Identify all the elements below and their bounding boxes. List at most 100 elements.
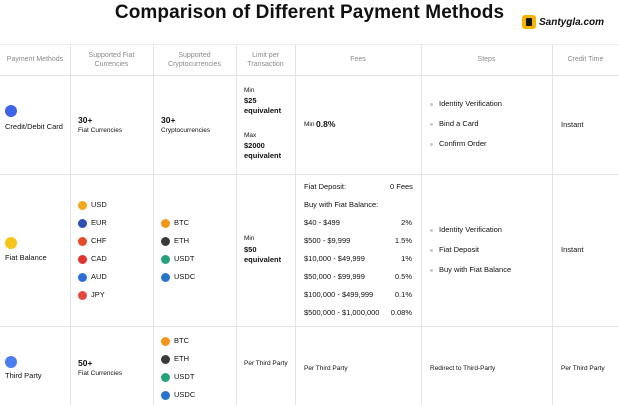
card-fiat-count: 30+ [78,115,93,125]
method-third-label: Third Party [5,371,42,380]
fiat-limit-min-value: $50 equivalent [244,245,282,264]
step-bullet [430,103,433,106]
usdc-icon [161,273,170,282]
column-divider [295,44,296,405]
fiat-currency: EUR [91,218,107,227]
fiat-credit-time: Instant [561,245,584,254]
fiat-step: Identity Verification [439,225,502,234]
btc-icon [161,219,170,228]
chf-icon [78,237,87,246]
fee-tier-range: $100,000 - $499,999 [304,290,374,299]
third-fiat-label: Fiat Currencies [78,370,123,377]
column-divider [552,44,553,405]
header-crypto: Supported Cryptocurrencies [153,44,236,76]
header-fiat: Supported Fiat Currencies [70,44,153,76]
step-bullet [430,143,433,146]
card-fee-value: 0.8% [316,119,336,129]
fiat-currency: CAD [91,254,107,263]
usdt-icon [161,373,170,382]
crypto-currency: USDT [174,254,195,263]
column-divider [421,44,422,405]
fiat-currency: AUD [91,272,107,281]
card-limit-min-label: Min [244,87,255,94]
eth-icon [161,237,170,246]
column-divider [153,44,154,405]
watermark: Santygla.com [522,14,604,30]
fee-deposit-value: 0 Fees [390,182,413,191]
card-crypto-label: Cryptocurrencies [161,127,211,134]
fee-tier-value: 2% [401,218,412,227]
credit-card-icon [5,105,17,117]
card-fee-prefix: Min [304,121,315,128]
method-fiat-label: Fiat Balance [5,253,47,262]
fee-tier-value: 1% [401,254,412,263]
usdc-icon [161,391,170,400]
fee-tier-value: 0.1% [394,290,412,299]
fee-tier-value: 0.5% [394,272,412,281]
column-divider [236,44,237,405]
step-bullet [430,249,433,252]
watermark-logo-icon [522,15,536,29]
third-steps: Redirect to Third-Party [430,365,496,372]
third-fees: Per Third Party [304,365,348,372]
crypto-currency: ETH [174,354,189,363]
card-limit-max-value: $2000 equivalent [244,141,282,160]
header-fees: Fees [295,44,421,76]
cad-icon [78,255,87,264]
fiat-limit-min-label: Min [244,235,255,242]
card-limit-min-value: $25 equivalent [244,96,282,115]
header-limit: Limit per Transaction [236,44,295,76]
card-crypto-count: 30+ [161,115,176,125]
fiat-step: Fiat Deposit [439,245,480,254]
fee-tier-range: $10,000 - $49,999 [304,254,365,263]
crypto-currency: USDC [174,272,196,281]
column-divider [70,44,71,405]
third-limit: Per Third Party [244,360,288,367]
fiat-step: Buy with Fiat Balance [439,265,512,274]
fee-buy-label: Buy with Fiat Balance: [304,200,379,209]
header-payment-methods: Payment Methods [0,44,70,76]
third-party-icon [5,356,17,368]
crypto-currency: BTC [174,218,189,227]
crypto-currency: USDT [174,372,195,381]
method-card-label: Credit/Debit Card [5,122,63,131]
fiat-currency: USD [91,200,107,209]
step-bullet [430,269,433,272]
row-divider [0,174,619,175]
fee-deposit-label: Fiat Deposit: [304,182,347,191]
page-title: Comparison of Different Payment Methods [114,2,505,23]
fee-tier-value: 1.5% [394,236,412,245]
third-credit-time: Per Third Party [561,365,605,372]
usdt-icon [161,255,170,264]
watermark-text: Santygla.com [539,16,605,28]
fiat-currency: JPY [91,290,105,299]
eth-icon [161,355,170,364]
row-divider [0,326,619,327]
step-bullet [430,123,433,126]
fee-tier-range: $50,000 - $99,999 [304,272,365,281]
card-step: Confirm Order [439,139,487,148]
card-limit-max-label: Max [244,132,257,139]
jpy-icon [78,291,87,300]
third-fiat-count: 50+ [78,358,93,368]
fee-tier-range: $500 - $9,999 [304,236,351,245]
fee-tier-value: 0.08% [390,308,412,317]
fee-tier-range: $500,000 - $1,000,000 [304,308,380,317]
usd-icon [78,201,87,210]
fiat-currency: CHF [91,236,107,245]
crypto-currency: USDC [174,390,196,399]
fiat-balance-icon [5,237,17,249]
btc-icon [161,337,170,346]
table-top-border [0,44,619,45]
card-fiat-label: Fiat Currencies [78,127,123,134]
crypto-currency: ETH [174,236,189,245]
crypto-currency: BTC [174,336,189,345]
card-credit-time: Instant [561,120,584,129]
header-steps: Steps [421,44,552,76]
header-credit-time: Credit Time [552,44,619,76]
card-step: Identity Verification [439,99,502,108]
step-bullet [430,229,433,232]
eur-icon [78,219,87,228]
fee-tier-range: $40 - $499 [304,218,340,227]
card-step: Bind a Card [439,119,479,128]
